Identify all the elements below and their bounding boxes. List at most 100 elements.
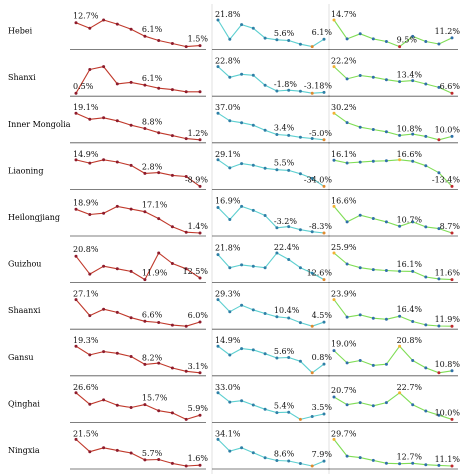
data-point-heilongjiang-1-6 xyxy=(157,217,161,221)
series-line-guizhou-3 xyxy=(333,252,453,281)
row-label-guizhou: Guizhou xyxy=(8,260,41,269)
data-label-gansu-3-5: 20.8% xyxy=(397,336,423,345)
data-point-hebei-3-8 xyxy=(437,42,441,46)
data-point-liaoning-1-9 xyxy=(198,184,202,188)
series-line-ningxia-3 xyxy=(333,439,453,467)
data-point-shaanxi-3-6 xyxy=(411,320,415,323)
data-point-gansu-2-0 xyxy=(216,344,220,348)
data-point-liaoning-2-4 xyxy=(263,166,267,170)
data-point-hebei-1-7 xyxy=(170,42,174,45)
data-label-ningxia-2-5: 8.6% xyxy=(274,450,295,459)
data-point-liaoning-2-5 xyxy=(275,168,279,172)
data-point-ningxia-1-7 xyxy=(170,461,174,465)
data-point-hebei-2-6 xyxy=(287,39,291,42)
data-point-qinghai-3-4 xyxy=(384,401,388,405)
data-point-hebei-1-4 xyxy=(129,27,133,31)
data-point-ningxia-1-1 xyxy=(88,450,92,454)
data-point-shaanxi-2-5 xyxy=(275,315,279,319)
data-point-qinghai-2-2 xyxy=(240,399,244,403)
data-point-qinghai-1-5 xyxy=(143,403,147,407)
data-label-shaanxi-2-9: 4.5% xyxy=(312,311,333,320)
series-line-hebei-1 xyxy=(75,19,201,48)
data-label-ningxia-3-9: 11.1% xyxy=(435,455,461,464)
series-line-inner-mongolia-3 xyxy=(333,112,453,141)
data-label-qinghai-3-5: 22.7% xyxy=(397,383,423,392)
data-point-qinghai-1-9 xyxy=(198,413,202,417)
row-label-shanxi: Shanxi xyxy=(8,73,36,82)
data-point-liaoning-2-6 xyxy=(287,168,291,172)
series-line-heilongjiang-2 xyxy=(217,205,325,234)
data-point-guizhou-1-8 xyxy=(184,267,188,271)
data-label-qinghai-2-0: 33.0% xyxy=(215,383,241,392)
data-point-gansu-3-5 xyxy=(398,344,402,348)
data-point-inner-mongolia-1-9 xyxy=(198,138,202,142)
data-label-liaoning-3-5: 16.6% xyxy=(397,150,423,159)
data-point-shaanxi-3-3 xyxy=(371,316,375,320)
data-point-gansu-1-5 xyxy=(143,362,147,366)
data-point-qinghai-1-1 xyxy=(88,402,92,406)
data-label-qinghai-1-5: 15.7% xyxy=(142,394,168,403)
data-point-ningxia-2-0 xyxy=(216,437,220,441)
data-label-shanxi-1-5: 6.1% xyxy=(142,74,163,83)
data-label-hebei-3-9: 11.2% xyxy=(435,27,461,36)
data-label-heilongjiang-1-0: 18.9% xyxy=(73,198,99,207)
data-point-hebei-2-1 xyxy=(228,37,232,41)
data-point-gansu-2-6 xyxy=(287,356,291,359)
data-point-shanxi-1-8 xyxy=(184,90,188,94)
data-label-gansu-2-9: 0.8% xyxy=(312,353,333,362)
data-point-shaanxi-3-0 xyxy=(332,298,336,302)
data-point-shanxi-2-8 xyxy=(310,91,314,95)
data-point-guizhou-1-7 xyxy=(170,262,174,265)
data-point-shanxi-3-9 xyxy=(450,91,454,95)
data-point-gansu-2-3 xyxy=(251,348,255,352)
data-point-liaoning-3-9 xyxy=(450,184,454,188)
data-point-gansu-2-7 xyxy=(298,359,302,363)
data-point-liaoning-1-1 xyxy=(88,161,92,165)
data-point-ningxia-2-9 xyxy=(322,459,326,463)
data-point-heilongjiang-2-0 xyxy=(216,206,220,209)
data-point-qinghai-1-6 xyxy=(157,409,161,413)
series-line-shanxi-1 xyxy=(75,66,200,94)
row-label-shaanxi: Shaanxi xyxy=(8,306,41,315)
data-point-inner-mongolia-2-2 xyxy=(240,121,244,125)
series-line-guizhou-2 xyxy=(217,252,325,281)
data-point-shaanxi-2-6 xyxy=(287,316,291,320)
data-point-hebei-1-1 xyxy=(88,26,92,30)
data-point-shaanxi-1-0 xyxy=(74,298,78,302)
data-point-heilongjiang-2-7 xyxy=(298,228,302,232)
data-point-shanxi-1-2 xyxy=(102,65,106,69)
data-point-liaoning-3-8 xyxy=(437,171,441,175)
data-point-qinghai-1-2 xyxy=(102,398,106,402)
data-point-hebei-2-8 xyxy=(310,45,314,49)
data-point-heilongjiang-1-9 xyxy=(198,231,202,235)
data-label-hebei-3-5: 9.5% xyxy=(397,36,418,45)
data-point-gansu-2-8 xyxy=(310,371,314,375)
data-point-inner-mongolia-2-1 xyxy=(228,119,232,123)
series-line-hebei-3 xyxy=(333,19,453,48)
data-point-shaanxi-3-7 xyxy=(424,323,428,327)
data-point-ningxia-3-9 xyxy=(450,464,454,468)
data-point-hebei-2-7 xyxy=(298,42,302,46)
data-point-ningxia-1-8 xyxy=(184,464,188,468)
data-label-inner-mongolia-1-9: 1.2% xyxy=(188,129,209,138)
data-point-inner-mongolia-2-0 xyxy=(216,111,220,115)
data-label-heilongjiang-1-9: 1.4% xyxy=(188,222,209,231)
data-point-gansu-3-7 xyxy=(424,366,428,370)
data-point-heilongjiang-3-2 xyxy=(358,213,362,217)
data-label-shanxi-3-5: 13.4% xyxy=(397,71,423,80)
data-point-heilongjiang-2-3 xyxy=(251,208,255,212)
series-line-hebei-2 xyxy=(217,19,325,48)
data-point-liaoning-1-7 xyxy=(170,173,174,177)
data-point-shanxi-2-1 xyxy=(228,75,232,79)
data-point-heilongjiang-3-3 xyxy=(371,217,375,220)
series-line-qinghai-3 xyxy=(333,392,453,420)
data-point-gansu-1-4 xyxy=(129,355,133,358)
data-point-guizhou-2-4 xyxy=(263,266,267,270)
data-point-qinghai-2-9 xyxy=(322,412,326,416)
data-point-shaanxi-2-0 xyxy=(216,298,220,302)
data-point-liaoning-2-8 xyxy=(310,176,314,180)
data-point-guizhou-1-0 xyxy=(74,254,78,258)
data-point-heilongjiang-3-9 xyxy=(450,231,454,235)
data-label-shaanxi-3-0: 23.9% xyxy=(331,290,357,299)
row-label-qinghai: Qinghai xyxy=(8,399,40,408)
